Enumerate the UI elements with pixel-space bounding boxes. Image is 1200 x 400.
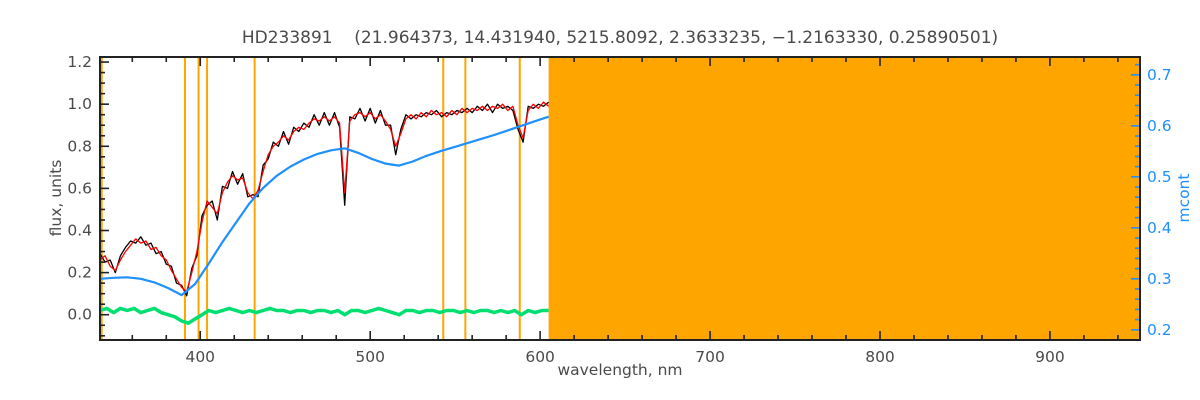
x-tick-label: 700 (695, 348, 725, 366)
y-left-tick-label: 1.2 (67, 53, 92, 71)
observed-spectrum-line (99, 101, 550, 297)
x-tick-label: 400 (185, 348, 215, 366)
residual-line (99, 306, 549, 325)
y-left-tick-label: 0.6 (67, 179, 92, 197)
x-tick-label: 600 (525, 348, 555, 366)
plot-frame (99, 56, 1141, 341)
y-right-tick-label: 0.7 (1147, 66, 1172, 84)
x-tick-label: 500 (355, 348, 385, 366)
y-right-tick-label: 0.6 (1147, 117, 1172, 135)
y-right-tick-label: 0.4 (1147, 219, 1172, 237)
y-left-tick-label: 1.0 (67, 95, 92, 113)
y-axis-label-right: mcont (1175, 173, 1193, 223)
x-tick-label: 900 (1035, 348, 1065, 366)
fit-spectrum-line (99, 101, 550, 293)
x-axis-label: wavelength, nm (557, 361, 683, 379)
masked-region (548, 57, 1140, 340)
y-left-tick-label: 0.2 (67, 264, 92, 282)
y-axis-label-left: flux, units (47, 159, 65, 237)
y-right-tick-label: 0.3 (1147, 270, 1172, 288)
y-left-tick-label: 0.4 (67, 222, 92, 240)
y-right-tick-label: 0.5 (1147, 168, 1172, 186)
y-left-tick-label: 0.0 (67, 306, 92, 324)
continuum-mcont-line (99, 115, 549, 297)
x-tick-label: 800 (865, 348, 895, 366)
y-left-tick-label: 0.8 (67, 137, 92, 155)
y-right-tick-label: 0.2 (1147, 321, 1172, 339)
plot-title: HD233891 (21.964373, 14.431940, 5215.809… (241, 28, 999, 48)
